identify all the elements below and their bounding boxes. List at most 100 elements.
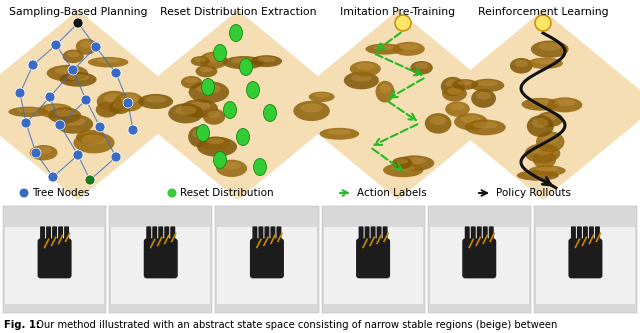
FancyBboxPatch shape: [250, 238, 284, 278]
Ellipse shape: [48, 107, 81, 124]
FancyBboxPatch shape: [164, 226, 169, 242]
Ellipse shape: [538, 152, 552, 161]
Ellipse shape: [477, 80, 498, 86]
Polygon shape: [123, 10, 353, 200]
Ellipse shape: [201, 137, 230, 150]
Ellipse shape: [473, 122, 497, 129]
Ellipse shape: [145, 96, 166, 103]
Bar: [218, 227, 317, 304]
Ellipse shape: [230, 25, 243, 42]
Ellipse shape: [185, 78, 198, 83]
Ellipse shape: [356, 63, 374, 70]
FancyBboxPatch shape: [365, 226, 369, 242]
Ellipse shape: [82, 132, 99, 138]
Ellipse shape: [392, 157, 412, 169]
Ellipse shape: [67, 74, 89, 81]
Ellipse shape: [525, 144, 560, 163]
FancyBboxPatch shape: [371, 226, 376, 242]
Ellipse shape: [536, 112, 563, 127]
FancyBboxPatch shape: [152, 226, 157, 242]
Ellipse shape: [223, 102, 237, 119]
FancyBboxPatch shape: [170, 226, 175, 242]
FancyBboxPatch shape: [571, 226, 576, 242]
Text: Action Labels: Action Labels: [357, 188, 427, 198]
FancyBboxPatch shape: [64, 226, 69, 242]
Ellipse shape: [189, 81, 229, 103]
Ellipse shape: [214, 152, 227, 168]
Ellipse shape: [74, 132, 115, 154]
Ellipse shape: [63, 50, 84, 63]
Ellipse shape: [445, 79, 460, 88]
Ellipse shape: [8, 107, 49, 117]
FancyBboxPatch shape: [276, 226, 282, 242]
FancyBboxPatch shape: [58, 226, 63, 242]
Ellipse shape: [430, 116, 446, 125]
Ellipse shape: [188, 126, 209, 147]
Ellipse shape: [199, 52, 227, 69]
Circle shape: [91, 42, 101, 52]
Ellipse shape: [452, 79, 478, 90]
Ellipse shape: [257, 57, 276, 62]
Ellipse shape: [239, 59, 253, 76]
Circle shape: [45, 92, 55, 102]
Ellipse shape: [63, 117, 86, 126]
Ellipse shape: [380, 84, 390, 93]
Ellipse shape: [344, 72, 379, 89]
Ellipse shape: [522, 98, 559, 111]
FancyBboxPatch shape: [264, 226, 269, 242]
Ellipse shape: [396, 159, 408, 164]
Ellipse shape: [538, 43, 561, 51]
Bar: [5, 227, 104, 304]
Ellipse shape: [536, 132, 564, 152]
Ellipse shape: [301, 103, 323, 113]
Bar: [323, 227, 422, 304]
FancyBboxPatch shape: [383, 226, 388, 242]
Ellipse shape: [365, 44, 403, 55]
Bar: [428, 206, 531, 313]
FancyBboxPatch shape: [376, 226, 381, 242]
FancyBboxPatch shape: [489, 226, 493, 242]
FancyBboxPatch shape: [465, 226, 470, 242]
Circle shape: [123, 98, 133, 108]
Ellipse shape: [476, 91, 491, 100]
Ellipse shape: [97, 91, 131, 112]
Ellipse shape: [251, 55, 282, 67]
Circle shape: [81, 95, 91, 105]
FancyBboxPatch shape: [144, 238, 178, 278]
Ellipse shape: [181, 99, 218, 118]
Ellipse shape: [293, 101, 330, 121]
Ellipse shape: [188, 102, 211, 110]
Circle shape: [55, 120, 65, 130]
FancyBboxPatch shape: [589, 226, 594, 242]
Ellipse shape: [314, 93, 330, 98]
Ellipse shape: [415, 63, 428, 69]
Ellipse shape: [76, 130, 105, 144]
FancyBboxPatch shape: [483, 226, 488, 242]
Ellipse shape: [541, 134, 559, 144]
Ellipse shape: [175, 106, 196, 115]
Ellipse shape: [351, 74, 372, 82]
Circle shape: [128, 125, 138, 135]
Bar: [111, 227, 211, 304]
Ellipse shape: [471, 89, 496, 108]
Ellipse shape: [383, 163, 424, 177]
Circle shape: [73, 18, 83, 28]
Ellipse shape: [100, 104, 114, 111]
Ellipse shape: [328, 129, 351, 135]
Ellipse shape: [45, 105, 66, 112]
Ellipse shape: [465, 120, 506, 135]
Ellipse shape: [216, 160, 247, 177]
Ellipse shape: [35, 147, 52, 154]
Ellipse shape: [458, 81, 473, 85]
Ellipse shape: [203, 109, 225, 125]
Circle shape: [48, 172, 58, 182]
Ellipse shape: [120, 95, 138, 103]
Bar: [321, 206, 425, 313]
Ellipse shape: [264, 105, 276, 122]
Ellipse shape: [96, 102, 118, 118]
Ellipse shape: [80, 41, 93, 48]
Text: Sampling-Based Planning: Sampling-Based Planning: [9, 7, 147, 17]
Ellipse shape: [445, 101, 470, 117]
Ellipse shape: [510, 58, 532, 74]
FancyBboxPatch shape: [271, 226, 275, 242]
